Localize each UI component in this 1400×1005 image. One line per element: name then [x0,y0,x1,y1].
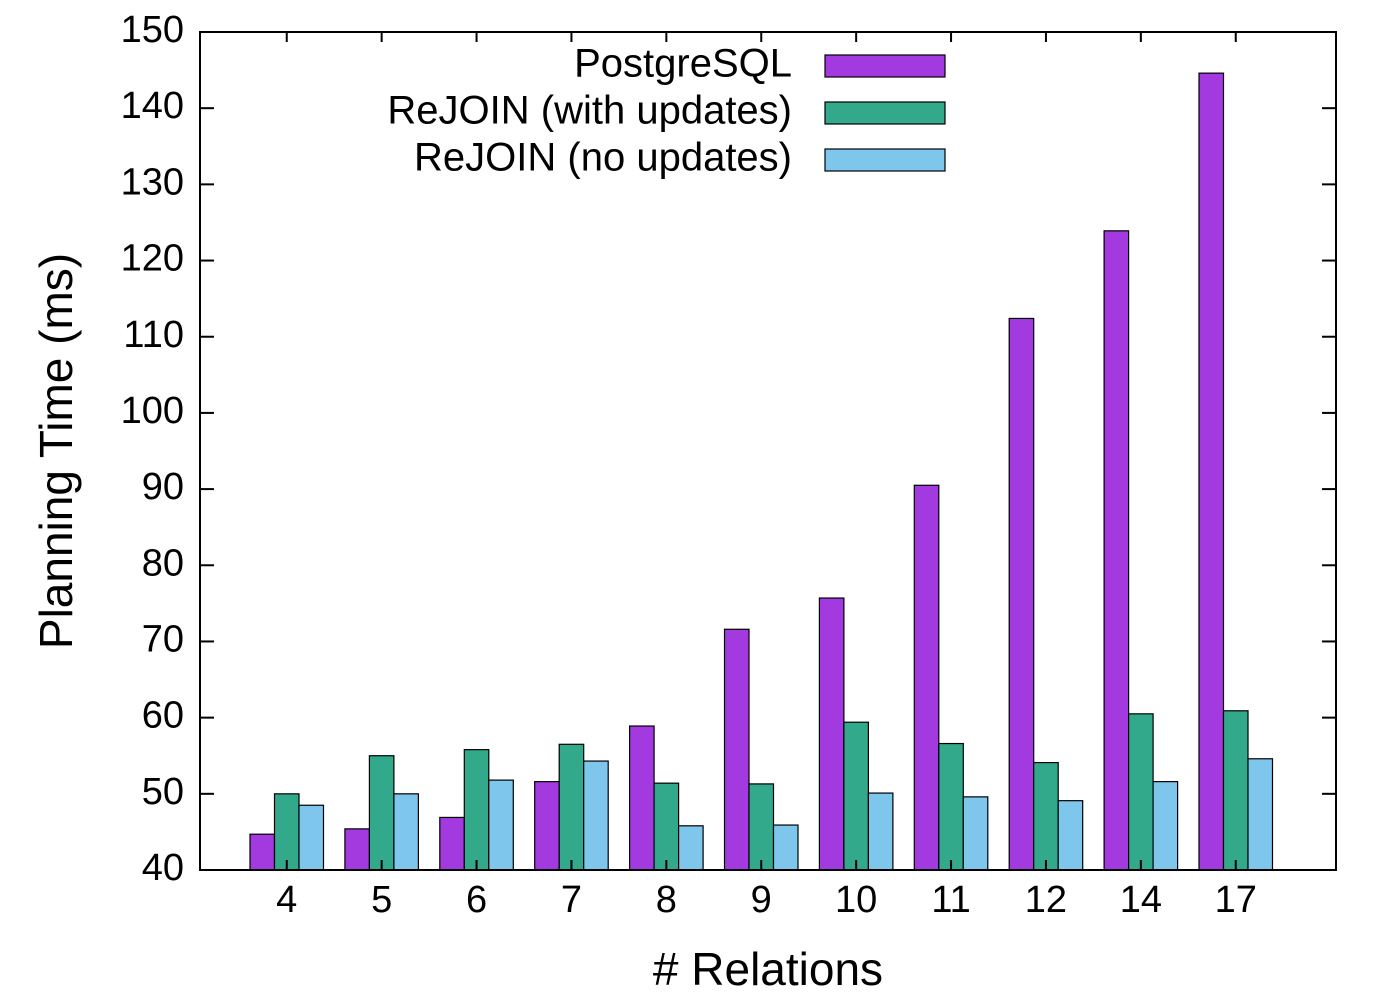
bar-rejoin_updates-14 [1127,713,1154,871]
bar-rejoin_updates-17 [1222,710,1249,871]
x-tick-label-12: 12 [1025,879,1067,921]
bar-postgres-7 [534,781,560,871]
bar-rejoin_updates-12 [1033,761,1059,871]
legend-label-rejoin_no_updates: ReJOIN (no updates) [414,136,792,180]
bar-rejoin_updates-10 [843,721,870,871]
bar-postgres-5 [344,828,370,871]
bar-rejoin_no_updates-4 [298,804,325,871]
x-tick-label-10: 10 [835,879,877,921]
bar-rejoin_updates-4 [273,793,300,871]
y-tick-label-140: 140 [121,85,184,127]
bar-rejoin_no_updates-12 [1057,800,1084,871]
legend-swatch-rejoin_no_updates [824,148,946,172]
legend-swatch-rejoin_updates [824,101,946,125]
y-tick-label-80: 80 [142,542,184,584]
x-tick-label-7: 7 [561,879,582,921]
x-tick-label-5: 5 [371,879,392,921]
bar-rejoin_updates-9 [748,783,775,871]
bar-postgres-17 [1198,72,1225,871]
bar-postgres-8 [628,725,655,871]
y-tick-label-90: 90 [142,466,184,508]
y-tick-label-130: 130 [121,161,184,203]
x-tick-label-11: 11 [931,879,970,921]
y-tick-label-40: 40 [142,847,184,889]
bar-postgres-14 [1103,230,1130,871]
bar-rejoin_no_updates-14 [1152,781,1179,871]
bar-rejoin_no_updates-6 [488,779,514,871]
ticks-layer [200,31,1336,871]
bar-rejoin_no_updates-17 [1247,758,1274,871]
bar-rejoin_no_updates-11 [962,796,989,871]
y-tick-label-70: 70 [142,618,184,660]
bar-rejoin_no_updates-10 [867,792,894,871]
plot-frame [199,31,1337,871]
bar-rejoin_no_updates-5 [393,793,419,871]
y-tick-label-110: 110 [123,314,184,356]
x-tick-label-14: 14 [1120,879,1162,921]
bar-rejoin_no_updates-8 [677,825,704,871]
bar-rejoin_updates-11 [938,742,964,871]
bar-postgres-10 [818,597,845,871]
legend-label-postgres: PostgreSQL [574,42,792,86]
bar-postgres-9 [723,628,750,871]
x-axis-label: # Relations [653,943,883,995]
bar-postgres-11 [913,484,940,871]
y-tick-label-50: 50 [142,771,184,813]
bar-rejoin_no_updates-7 [583,760,609,871]
y-tick-label-60: 60 [142,695,184,737]
x-tick-label-17: 17 [1215,879,1257,921]
labels-layer: 4 5 6 7 8 9 10 11 12 14 17 40 50 60 70 80 90 100 110 120 130… [121,9,1257,921]
x-tick-label-6: 6 [466,879,487,921]
legend-label-rejoin_updates: ReJOIN (with updates) [387,89,792,133]
x-tick-label-9: 9 [751,879,772,921]
bar-rejoin_updates-8 [653,782,680,871]
x-tick-label-4: 4 [276,879,297,921]
bars-layer [249,72,1274,871]
legend-swatch-postgres [824,54,946,78]
bar-rejoin_updates-7 [558,743,585,871]
bar-rejoin_no_updates-9 [772,824,799,871]
bar-postgres-4 [249,833,276,871]
x-tick-label-8: 8 [656,879,677,921]
bar-rejoin_updates-5 [368,755,395,871]
bar-rejoin_updates-6 [463,749,490,871]
bar-postgres-6 [439,816,465,871]
y-axis-label: Planning Time (ms) [30,253,82,649]
y-tick-label-120: 120 [121,238,184,280]
y-tick-label-100: 100 [121,390,184,432]
bar-postgres-12 [1008,317,1035,871]
y-tick-label-150: 150 [121,9,184,51]
